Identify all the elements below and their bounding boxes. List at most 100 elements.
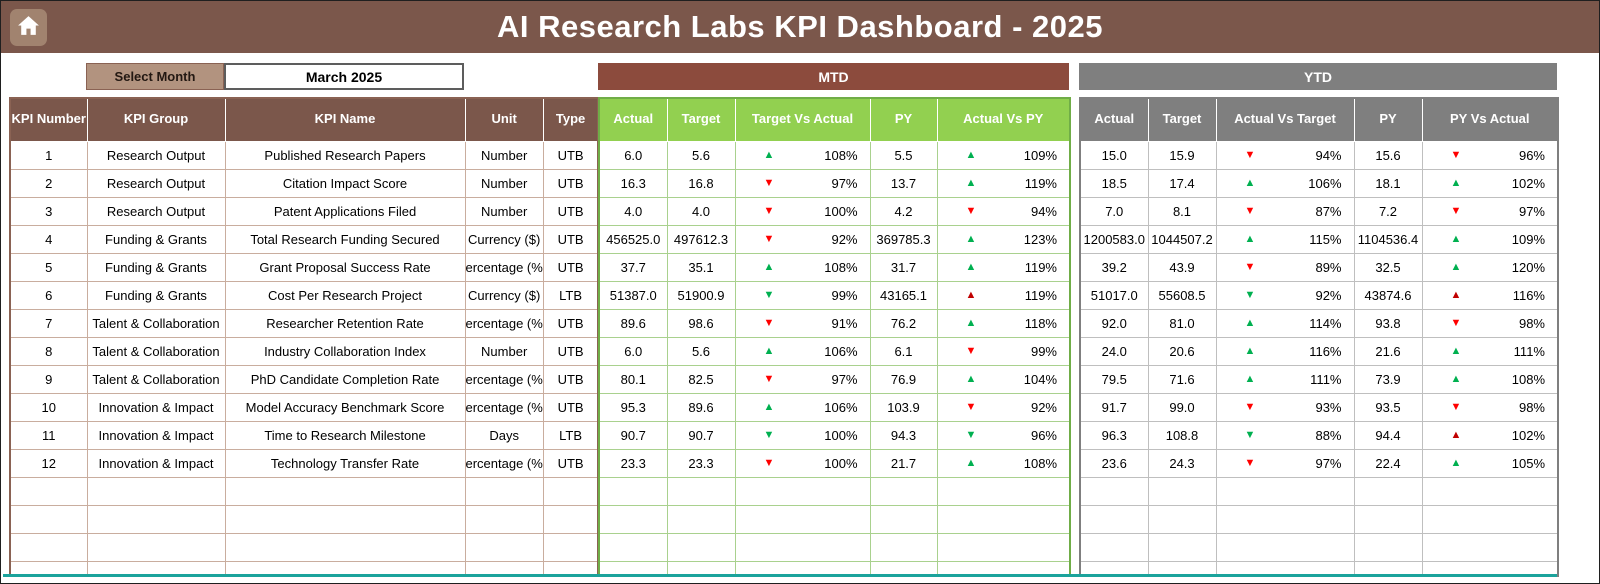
avt-cell: ▼ 89%	[1215, 252, 1355, 282]
tva-cell: ▲ 106%	[734, 392, 871, 422]
empty-cell	[86, 476, 226, 506]
kpi-row: 1 Research Output Published Research Paper…	[9, 140, 599, 170]
avt-cell: ▲ 111%	[1215, 364, 1355, 394]
column-header: PY	[1353, 97, 1423, 142]
kpi-number-cell: 1	[9, 140, 88, 170]
py-cell: 22.4	[1353, 448, 1423, 478]
mtd-row: 80.1 82.5 ▼ 97% 76.9 ▲ 104%	[598, 364, 1071, 394]
actual-cell: 18.5	[1079, 168, 1149, 198]
ytd-row: 96.3 108.8 ▼ 88% 94.4 ▲ 102%	[1079, 420, 1559, 450]
kpi-name-cell: Total Research Funding Secured	[224, 224, 466, 254]
month-selector[interactable]: March 2025	[224, 63, 464, 90]
type-cell: UTB	[542, 392, 599, 422]
header-row: KPI Number KPI Group KPI Name Unit Type	[9, 97, 599, 142]
home-button[interactable]	[10, 9, 47, 46]
tva-cell: ▼ 99%	[734, 280, 871, 310]
kpi-row: 12 Innovation & Impact Technology Transfer…	[9, 448, 599, 478]
down-triangle-icon: ▼	[1244, 260, 1256, 273]
py-cell: 93.8	[1353, 308, 1423, 338]
empty-cell	[869, 532, 938, 562]
percent-value: 119%	[1024, 175, 1057, 191]
down-triangle-icon: ▼	[1450, 204, 1462, 217]
avpy-cell: ▲ 119%	[936, 252, 1071, 282]
kpi-row: 3 Research Output Patent Applications File…	[9, 196, 599, 226]
tva-cell: ▼ 97%	[734, 364, 871, 394]
up-triangle-icon: ▲	[1244, 344, 1256, 357]
avt-cell: ▼ 93%	[1215, 392, 1355, 422]
actual-cell: 37.7	[598, 252, 668, 282]
empty-cell	[1147, 532, 1217, 562]
py-cell: 15.6	[1353, 140, 1423, 170]
pyva-cell: ▲ 105%	[1421, 448, 1559, 478]
empty-cell	[598, 532, 668, 562]
kpi-name-cell: Researcher Retention Rate	[224, 308, 466, 338]
kpi-row: 4 Funding & Grants Total Research Funding …	[9, 224, 599, 254]
column-header: Target	[666, 97, 736, 142]
percent-value: 106%	[1308, 175, 1342, 191]
kpi-name-cell: Technology Transfer Rate	[224, 448, 466, 478]
target-cell: 89.6	[666, 392, 736, 422]
ytd-row: 91.7 99.0 ▼ 93% 93.5 ▼ 98%	[1079, 392, 1559, 422]
target-cell: 55608.5	[1147, 280, 1217, 310]
down-triangle-icon: ▼	[763, 288, 775, 301]
up-triangle-icon: ▲	[763, 400, 775, 413]
unit-cell: ercentage (%	[464, 364, 544, 394]
mtd-row: 456525.0 497612.3 ▼ 92% 369785.3 ▲ 123%	[598, 224, 1071, 254]
column-header: Actual Vs Target	[1215, 97, 1355, 142]
percent-value: 114%	[1309, 315, 1342, 331]
kpi-name-cell: PhD Candidate Completion Rate	[224, 364, 466, 394]
down-triangle-icon: ▼	[1244, 400, 1256, 413]
target-cell: 82.5	[666, 364, 736, 394]
target-cell: 43.9	[1147, 252, 1217, 282]
target-cell: 99.0	[1147, 392, 1217, 422]
up-triangle-icon: ▲	[965, 372, 977, 385]
kpi-info-table: KPI Number KPI Group KPI Name Unit Type 1 Rese…	[9, 97, 600, 583]
up-triangle-icon: ▲	[1450, 176, 1462, 189]
percent-value: 97%	[1315, 455, 1342, 471]
down-triangle-icon: ▼	[763, 176, 775, 189]
target-cell: 98.6	[666, 308, 736, 338]
mtd-row: 37.7 35.1 ▲ 108% 31.7 ▲ 119%	[598, 252, 1071, 282]
down-triangle-icon: ▼	[1244, 456, 1256, 469]
py-cell: 73.9	[1353, 364, 1423, 394]
actual-cell: 80.1	[598, 364, 668, 394]
tva-cell: ▼ 100%	[734, 420, 871, 450]
avpy-cell: ▼ 96%	[936, 420, 1071, 450]
column-header: Target Vs Actual	[734, 97, 871, 142]
type-cell: UTB	[542, 168, 599, 198]
up-triangle-icon: ▲	[1450, 372, 1462, 385]
actual-cell: 92.0	[1079, 308, 1149, 338]
py-cell: 5.5	[869, 140, 938, 170]
kpi-group-cell: Innovation & Impact	[86, 448, 226, 478]
empty-cell	[542, 476, 599, 506]
column-header: KPI Number	[9, 97, 88, 142]
actual-cell: 95.3	[598, 392, 668, 422]
unit-cell: ercentage (%	[464, 308, 544, 338]
percent-value: 98%	[1518, 399, 1545, 415]
actual-cell: 91.7	[1079, 392, 1149, 422]
percent-value: 99%	[1030, 343, 1057, 359]
column-header: Type	[542, 97, 599, 142]
empty-cell	[1353, 504, 1423, 534]
py-cell: 1104536.4	[1353, 224, 1423, 254]
mtd-row: 16.3 16.8 ▼ 97% 13.7 ▲ 119%	[598, 168, 1071, 198]
empty-cell	[666, 504, 736, 534]
down-triangle-icon: ▼	[763, 428, 775, 441]
percent-value: 100%	[824, 203, 858, 219]
percent-value: 92%	[831, 231, 858, 247]
kpi-number-cell: 6	[9, 280, 88, 310]
actual-cell: 51387.0	[598, 280, 668, 310]
empty-row	[598, 532, 1071, 562]
empty-cell	[869, 476, 938, 506]
pyva-cell: ▲ 108%	[1421, 364, 1559, 394]
target-cell: 1044507.2	[1147, 224, 1217, 254]
target-cell: 51900.9	[666, 280, 736, 310]
actual-cell: 51017.0	[1079, 280, 1149, 310]
avpy-cell: ▲ 108%	[936, 448, 1071, 478]
pyva-cell: ▲ 102%	[1421, 168, 1559, 198]
up-triangle-icon: ▲	[1244, 176, 1256, 189]
percent-value: 102%	[1511, 427, 1545, 443]
target-cell: 15.9	[1147, 140, 1217, 170]
percent-value: 108%	[1511, 371, 1545, 387]
kpi-name-cell: Industry Collaboration Index	[224, 336, 466, 366]
